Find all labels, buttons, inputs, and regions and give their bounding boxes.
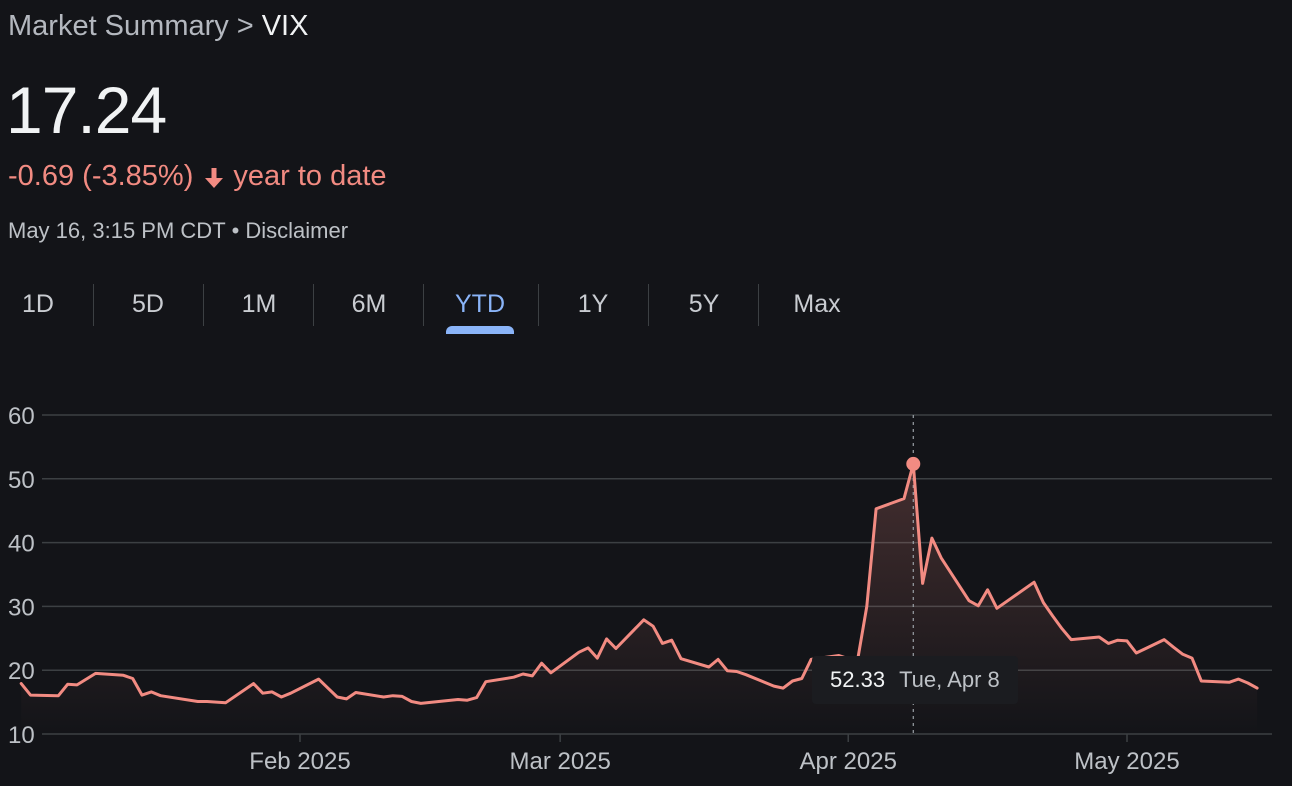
arrow-down-icon [203, 165, 225, 189]
breadcrumb-separator: > [236, 10, 254, 42]
x-tick-label: Mar 2025 [509, 748, 610, 775]
tab-ytd[interactable]: YTD [455, 290, 505, 318]
meta-separator: • [231, 218, 240, 243]
tab-6m[interactable]: 6M [351, 290, 387, 318]
tab-max[interactable]: Max [793, 290, 841, 318]
disclaimer-link[interactable]: Disclaimer [245, 218, 349, 243]
quote-timestamp: May 16, 3:15 PM CDT [8, 218, 226, 243]
tooltip-value: 52.33 [830, 667, 886, 692]
y-tick-label: 60 [8, 403, 35, 430]
breadcrumb-parent-link[interactable]: Market Summary [8, 10, 229, 42]
y-tick-label: 20 [8, 658, 35, 685]
active-tab-indicator [446, 326, 514, 334]
highlight-point [906, 456, 921, 471]
tab-5d[interactable]: 5D [132, 290, 164, 318]
breadcrumb-current: VIX [261, 10, 309, 42]
tab-divider [758, 284, 759, 326]
tab-divider [538, 284, 539, 326]
tooltip-date: Tue, Apr 8 [899, 667, 1000, 692]
tab-1m[interactable]: 1M [241, 290, 277, 318]
y-tick-label: 30 [8, 594, 35, 621]
tab-5y[interactable]: 5Y [688, 290, 720, 318]
x-tick-label: Apr 2025 [800, 748, 897, 775]
y-tick-label: 40 [8, 531, 35, 558]
price-change: -0.69 (-3.85%) year to date [8, 160, 387, 193]
x-tick-label: Feb 2025 [249, 748, 350, 775]
breadcrumb: Market Summary > VIX [8, 10, 308, 43]
x-tick-label: May 2025 [1074, 748, 1179, 775]
quote-meta: May 16, 3:15 PM CDT • Disclaimer [8, 218, 348, 244]
tab-divider [313, 284, 314, 326]
current-price: 17.24 [6, 73, 167, 147]
change-value: -0.69 (-3.85%) [8, 160, 194, 192]
tab-divider [648, 284, 649, 326]
change-period: year to date [233, 160, 387, 192]
area-fill [21, 463, 1258, 734]
tab-divider [203, 284, 204, 326]
chart-tooltip: 52.33 Tue, Apr 8 [812, 656, 1018, 704]
series-line-vix [19, 462, 1259, 705]
range-tabs: 1D 5D 1M 6M YTD 1Y 5Y Max [0, 280, 880, 336]
tab-divider [93, 284, 94, 326]
tab-divider [423, 284, 424, 326]
y-tick-label: 50 [8, 467, 35, 494]
tab-1d[interactable]: 1D [22, 290, 54, 318]
tab-1y[interactable]: 1Y [577, 290, 609, 318]
